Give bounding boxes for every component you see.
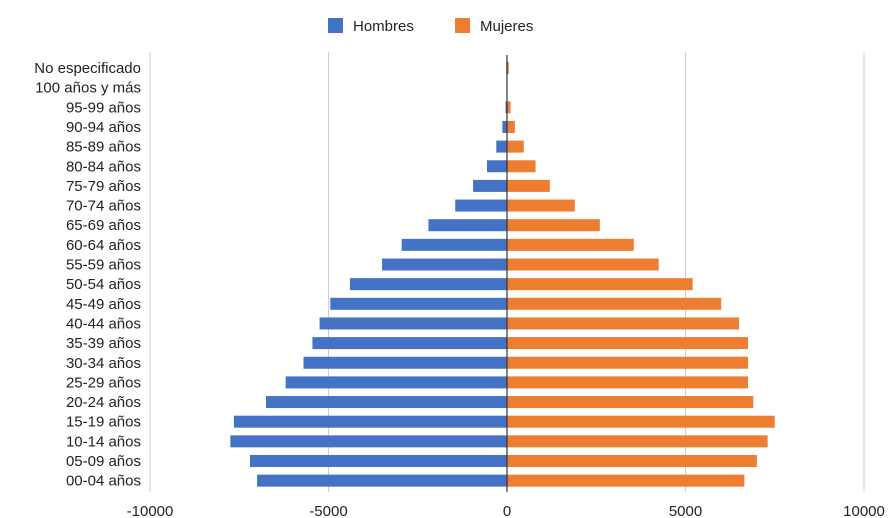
y-tick-label-75-79-anos: 75-79 años (66, 178, 141, 195)
bar-hombres-40-44-anos (319, 317, 507, 330)
bar-mujeres-10-14-anos (507, 435, 768, 448)
bar-mujeres-35-39-anos (507, 337, 748, 350)
bar-mujeres-80-84-anos (507, 160, 536, 173)
y-tick-label-25-29-anos: 25-29 años (66, 374, 141, 391)
y-tick-label-85-89-anos: 85-89 años (66, 139, 141, 156)
bar-hombres-90-94-anos (502, 120, 507, 133)
bar-mujeres-55-59-anos (507, 258, 659, 271)
y-tick-label-90-94-anos: 90-94 años (66, 119, 141, 136)
bar-mujeres-45-49-anos (507, 297, 722, 310)
bar-hombres-95-99-anos (505, 101, 507, 114)
y-tick-label-100-anos-y-mas: 100 años y más (35, 80, 141, 97)
y-tick-label-70-74-anos: 70-74 años (66, 198, 141, 215)
bar-mujeres-15-19-anos (507, 415, 775, 428)
y-tick-label-20-24-anos: 20-24 años (66, 394, 141, 411)
bar-mujeres-30-34-anos (507, 356, 748, 369)
bar-hombres-75-79-anos (473, 179, 507, 192)
bar-hombres-55-59-anos (382, 258, 507, 271)
bar-hombres-85-89-anos (496, 140, 507, 153)
bar-mujeres-00-04-anos (507, 474, 745, 487)
y-tick-label-50-54-anos: 50-54 años (66, 276, 141, 293)
legend-label-mujeres: Mujeres (480, 18, 533, 35)
legend: Hombres Mujeres (328, 18, 533, 35)
bar-mujeres-60-64-anos (507, 238, 634, 251)
bar-hombres-15-19-anos (233, 415, 507, 428)
bar-mujeres-95-99-anos (507, 101, 511, 114)
y-tick-label-80-84-anos: 80-84 años (66, 158, 141, 175)
bar-hombres-05-09-anos (249, 455, 507, 467)
bar-mujeres-70-74-anos (507, 199, 575, 212)
x-tick-label-10000: -10000 (127, 503, 174, 518)
bar-hombres-25-29-anos (285, 376, 507, 389)
y-tick-label-55-59-anos: 55-59 años (66, 257, 141, 274)
bar-mujeres-85-89-anos (507, 140, 524, 153)
y-tick-label-45-49-anos: 45-49 años (66, 296, 141, 313)
bar-hombres-00-04-anos (257, 474, 507, 487)
bar-hombres-65-69-anos (428, 219, 507, 232)
y-tick-label-60-64-anos: 60-64 años (66, 237, 141, 254)
bar-hombres-70-74-anos (455, 199, 507, 212)
bars (230, 62, 775, 487)
y-tick-label-35-39-anos: 35-39 años (66, 335, 141, 352)
y-tick-label-40-44-anos: 40-44 años (66, 315, 141, 332)
bar-mujeres-no-especificado (507, 62, 509, 74)
bar-hombres-60-64-anos (401, 238, 507, 251)
y-tick-label-15-19-anos: 15-19 años (66, 414, 141, 431)
bar-hombres-20-24-anos (266, 396, 507, 409)
y-axis-labels: No especificado 100 años y más 95-99 años 9… (34, 60, 141, 490)
bar-mujeres-75-79-anos (507, 179, 550, 192)
legend-swatch-hombres (328, 18, 343, 33)
legend-swatch-mujeres (455, 18, 470, 33)
y-tick-label-10-14-anos: 10-14 años (66, 433, 141, 450)
y-tick-label-00-04-anos: 00-04 años (66, 473, 141, 490)
y-tick-label-65-69-anos: 65-69 años (66, 217, 141, 234)
x-tick-label-5000: -5000 (309, 503, 347, 518)
y-tick-label-no-especificado: No especificado (34, 60, 141, 77)
bar-mujeres-05-09-anos (507, 455, 757, 467)
bar-hombres-10-14-anos (230, 435, 507, 448)
x-axis-labels: -10000 -5000 0 5000 10000 (127, 503, 885, 518)
legend-label-hombres: Hombres (353, 18, 414, 35)
bar-mujeres-65-69-anos (507, 219, 600, 232)
y-tick-label-30-34-anos: 30-34 años (66, 355, 141, 372)
bar-mujeres-40-44-anos (507, 317, 740, 330)
bar-hombres-30-34-anos (303, 356, 507, 369)
bar-mujeres-50-54-anos (507, 278, 693, 291)
x-tick-label-10000: 10000 (843, 503, 885, 518)
bar-hombres-45-49-anos (330, 297, 507, 310)
bar-hombres-35-39-anos (312, 337, 507, 350)
x-tick-label-5000: 5000 (669, 503, 702, 518)
bar-mujeres-90-94-anos (507, 120, 515, 133)
bar-hombres-50-54-anos (349, 278, 507, 291)
bar-hombres-80-84-anos (487, 160, 507, 173)
x-tick-label-0: 0 (503, 503, 511, 518)
bar-mujeres-20-24-anos (507, 396, 754, 409)
y-tick-label-05-09-anos: 05-09 años (66, 453, 141, 470)
bar-mujeres-25-29-anos (507, 376, 748, 389)
y-tick-label-95-99-anos: 95-99 años (66, 99, 141, 116)
